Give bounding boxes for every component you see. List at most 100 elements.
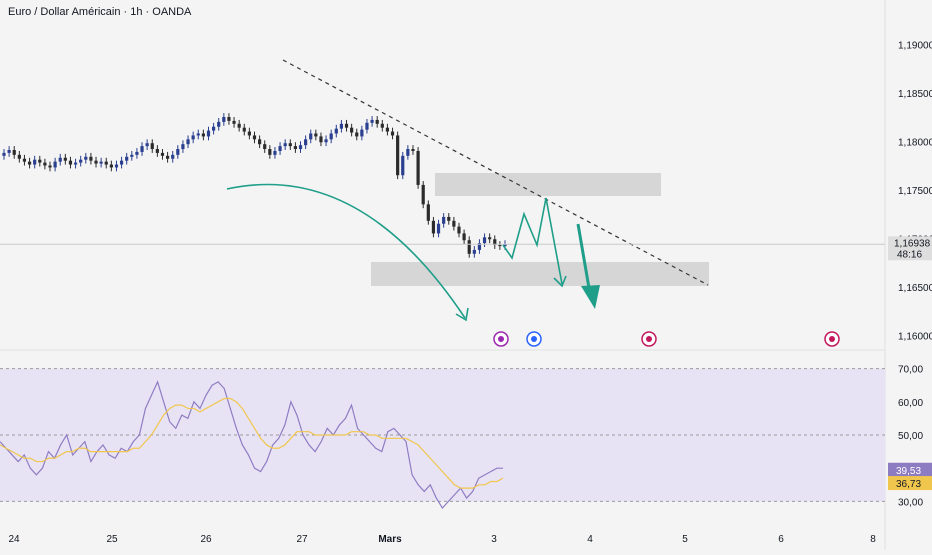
candle-body[interactable] bbox=[140, 146, 144, 152]
candle-body[interactable] bbox=[314, 133, 318, 137]
candle-body[interactable] bbox=[263, 144, 267, 150]
candle-body[interactable] bbox=[165, 155, 170, 159]
trendline[interactable] bbox=[282, 59, 709, 286]
candle-body[interactable] bbox=[288, 143, 292, 147]
candle-body[interactable] bbox=[7, 150, 11, 153]
candle-body[interactable] bbox=[488, 237, 492, 240]
candle-body[interactable] bbox=[370, 119, 374, 123]
candle-body[interactable] bbox=[206, 130, 211, 137]
candle-body[interactable] bbox=[186, 139, 190, 145]
candle-body[interactable] bbox=[252, 135, 257, 140]
candle-body[interactable] bbox=[104, 161, 108, 165]
candle-body[interactable] bbox=[58, 157, 62, 162]
candle-body[interactable] bbox=[452, 220, 456, 227]
candle-body[interactable] bbox=[155, 149, 159, 153]
candle-body[interactable] bbox=[38, 159, 42, 163]
candle-body[interactable] bbox=[222, 117, 226, 122]
candle-body[interactable] bbox=[171, 154, 175, 159]
candle-body[interactable] bbox=[89, 156, 93, 161]
candle-body[interactable] bbox=[68, 160, 73, 165]
candle-body[interactable] bbox=[278, 146, 282, 151]
candle-body[interactable] bbox=[247, 131, 251, 136]
candle-body[interactable] bbox=[212, 126, 216, 131]
candle-body[interactable] bbox=[426, 204, 430, 221]
candle-body[interactable] bbox=[73, 162, 78, 165]
candle-body[interactable] bbox=[114, 164, 119, 168]
candle-body[interactable] bbox=[421, 184, 425, 205]
candle-body[interactable] bbox=[344, 123, 349, 128]
candle-body[interactable] bbox=[109, 164, 113, 168]
candle-body[interactable] bbox=[196, 133, 200, 136]
candle-body[interactable] bbox=[130, 154, 134, 157]
candle-body[interactable] bbox=[309, 133, 313, 140]
candle-body[interactable] bbox=[145, 143, 149, 147]
candle-body[interactable] bbox=[150, 143, 154, 150]
candle-body[interactable] bbox=[329, 133, 333, 140]
candle-body[interactable] bbox=[191, 135, 195, 140]
candle-body[interactable] bbox=[53, 161, 57, 168]
candle-body[interactable] bbox=[268, 149, 272, 155]
candle-body[interactable] bbox=[319, 136, 323, 143]
candle-body[interactable] bbox=[472, 249, 476, 254]
candle-body[interactable] bbox=[79, 159, 83, 163]
candle-body[interactable] bbox=[493, 239, 497, 246]
candle-body[interactable] bbox=[181, 144, 185, 150]
support-zone[interactable] bbox=[371, 262, 709, 286]
candle-body[interactable] bbox=[380, 123, 384, 128]
candle-body[interactable] bbox=[273, 150, 277, 155]
symbol-title[interactable]: Euro / Dollar Américain · 1h · OANDA bbox=[8, 6, 192, 18]
candle-body[interactable] bbox=[232, 120, 236, 124]
candle-body[interactable] bbox=[406, 149, 410, 156]
candle-body[interactable] bbox=[390, 131, 395, 136]
candle-body[interactable] bbox=[462, 233, 466, 241]
candle-body[interactable] bbox=[447, 216, 451, 221]
candle-body[interactable] bbox=[94, 160, 98, 164]
zigzag-projection[interactable] bbox=[502, 197, 563, 285]
candle-body[interactable] bbox=[324, 139, 328, 143]
candle-body[interactable] bbox=[334, 128, 338, 134]
candle-body[interactable] bbox=[176, 149, 180, 155]
candle-body[interactable] bbox=[43, 162, 47, 166]
candle-body[interactable] bbox=[416, 150, 420, 185]
candle-body[interactable] bbox=[298, 145, 303, 150]
candle-body[interactable] bbox=[442, 216, 446, 224]
candle-body[interactable] bbox=[17, 154, 21, 159]
rsi-line[interactable] bbox=[0, 380, 503, 510]
candle-body[interactable] bbox=[482, 237, 487, 244]
down-arrow-shaft[interactable] bbox=[576, 223, 591, 289]
candle-body[interactable] bbox=[12, 150, 16, 155]
candle-body[interactable] bbox=[431, 220, 436, 234]
candle-body[interactable] bbox=[350, 127, 354, 133]
candle-body[interactable] bbox=[293, 146, 297, 150]
candle-body[interactable] bbox=[411, 149, 415, 151]
candle-body[interactable] bbox=[135, 151, 139, 155]
candle-body[interactable] bbox=[339, 123, 344, 129]
candle-body[interactable] bbox=[258, 139, 262, 145]
candle-body[interactable] bbox=[355, 132, 359, 137]
candle-body[interactable] bbox=[498, 245, 502, 247]
candle-body[interactable] bbox=[125, 156, 129, 161]
candle-body[interactable] bbox=[375, 119, 379, 124]
candle-body[interactable] bbox=[227, 117, 231, 121]
candle-body[interactable] bbox=[33, 159, 37, 165]
candle-body[interactable] bbox=[457, 226, 461, 234]
candle-body[interactable] bbox=[436, 223, 441, 234]
candle-body[interactable] bbox=[27, 161, 32, 165]
candle-body[interactable] bbox=[22, 158, 27, 162]
candle-body[interactable] bbox=[99, 161, 103, 164]
candle-body[interactable] bbox=[396, 135, 400, 176]
candle-body[interactable] bbox=[283, 143, 287, 147]
candle-body[interactable] bbox=[48, 165, 52, 168]
candle-body[interactable] bbox=[360, 129, 364, 137]
candle-body[interactable] bbox=[119, 160, 124, 165]
candle-body[interactable] bbox=[503, 244, 507, 247]
candle-body[interactable] bbox=[401, 155, 405, 176]
candle-body[interactable] bbox=[160, 152, 165, 156]
candle-body[interactable] bbox=[84, 156, 88, 160]
candle-body[interactable] bbox=[385, 127, 390, 132]
candle-body[interactable] bbox=[304, 139, 308, 146]
resistance-zone[interactable] bbox=[435, 173, 661, 196]
candle-body[interactable] bbox=[217, 121, 221, 127]
